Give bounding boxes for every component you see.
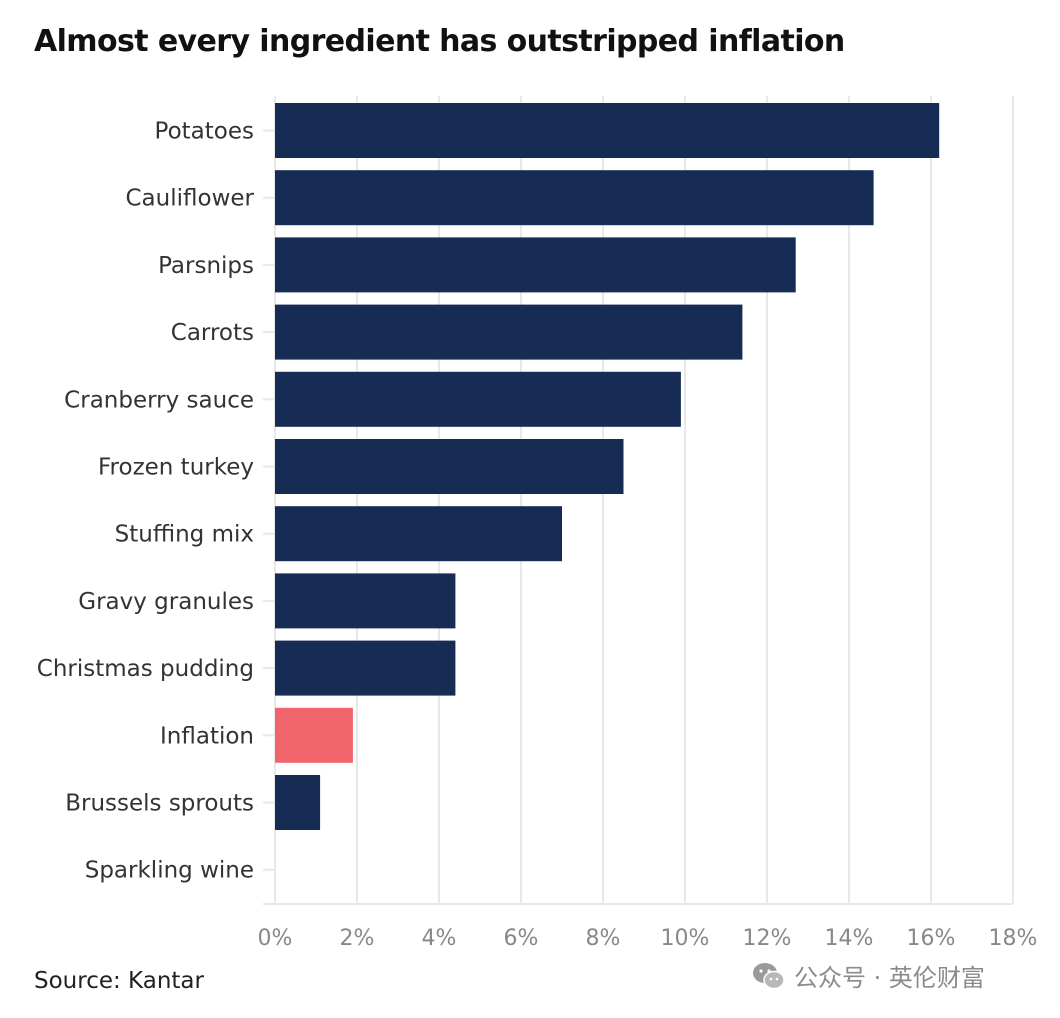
x-tick-label: 4% [422, 926, 457, 951]
bar-potatoes [275, 103, 940, 158]
category-label: Parsnips [158, 253, 254, 279]
category-label: Potatoes [155, 119, 254, 145]
category-label: Cauliflower [126, 186, 255, 212]
category-label: Brussels sprouts [65, 791, 254, 817]
category-label: Gravy granules [78, 589, 254, 615]
source-note: Source: Kantar [34, 968, 204, 994]
bar-gravy-granules [275, 573, 456, 629]
x-tick-label: 12% [743, 926, 792, 951]
x-tick-label: 0% [258, 926, 293, 951]
category-label: Frozen turkey [98, 455, 254, 481]
chart-title: Almost every ingredient has outstripped … [34, 24, 845, 59]
x-tick-label: 2% [340, 926, 375, 951]
bar-christmas-pudding [275, 640, 456, 696]
wechat-icon [753, 962, 785, 989]
x-axis-ticks: 0% 2% 4% 6% 8% 10% 12% 14% 16% 18% [258, 926, 1038, 951]
category-label: Carrots [171, 320, 254, 346]
grid-lines [263, 96, 1014, 905]
bar-frozen-turkey [275, 439, 624, 494]
bar-chart: Potatoes Cauliflower Parsnips Carrots Cranbe… [37, 96, 1038, 951]
x-tick-label: 10% [661, 926, 710, 951]
watermark-text: 公众号 · 英伦财富 [794, 964, 985, 992]
category-labels: Potatoes Cauliflower Parsnips Carrots Cranbe… [37, 119, 255, 884]
bar-carrots [275, 304, 743, 360]
x-tick-label: 18% [989, 926, 1038, 951]
category-label: Stuffing mix [115, 522, 254, 548]
x-tick-label: 8% [586, 926, 621, 951]
watermark: 公众号 · 英伦财富 [752, 958, 985, 993]
x-tick-label: 14% [825, 926, 874, 951]
bar-cranberry-sauce [275, 371, 681, 427]
bar-brussels-sprouts [275, 775, 321, 830]
bar-cauliflower [275, 170, 874, 226]
x-tick-label: 16% [907, 926, 956, 951]
bars [275, 103, 940, 830]
category-label: Christmas pudding [37, 656, 254, 682]
category-label: Sparkling wine [85, 858, 254, 884]
x-tick-label: 6% [504, 926, 539, 951]
bar-stuffing-mix [275, 506, 562, 562]
bar-inflation [275, 707, 353, 763]
category-label: Inflation [160, 723, 254, 749]
category-label: Cranberry sauce [64, 387, 254, 413]
bar-parsnips [275, 237, 796, 293]
